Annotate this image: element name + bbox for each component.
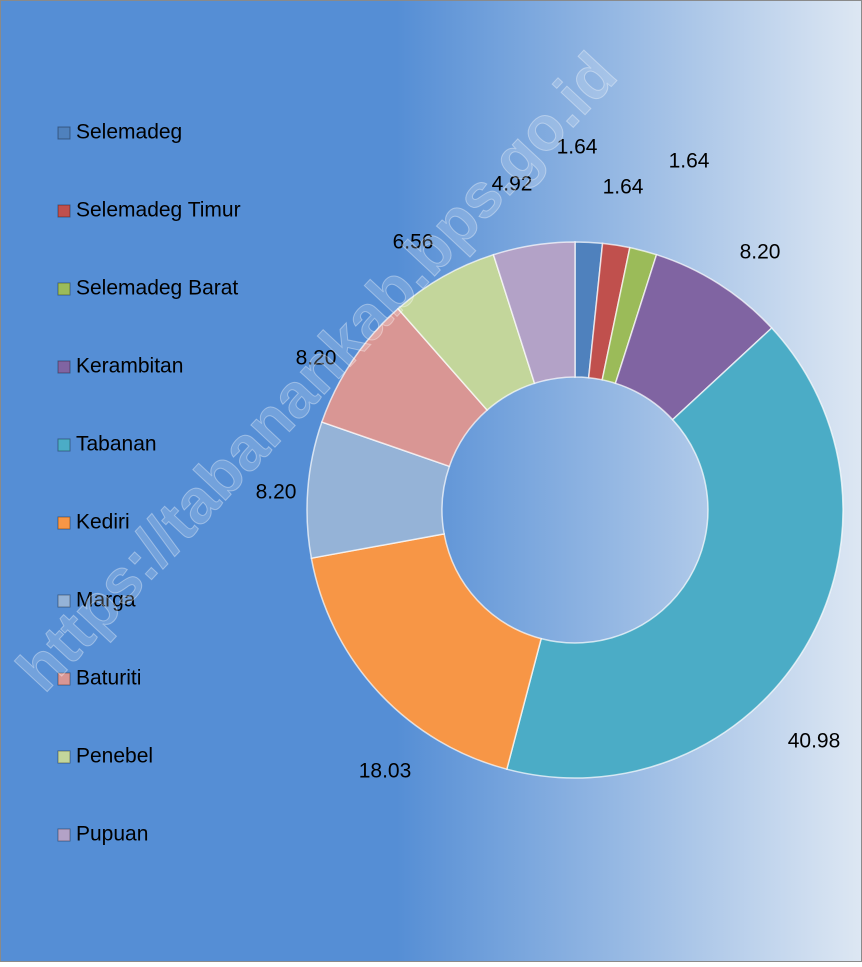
data-label: 4.92	[492, 173, 533, 196]
data-label: 18.03	[359, 760, 412, 783]
legend-label: Kerambitan	[76, 355, 183, 378]
donut	[306, 241, 844, 779]
data-label: 1.64	[669, 150, 710, 173]
legend-swatch	[57, 594, 71, 608]
donut-slice	[492, 241, 576, 385]
legend-swatch	[57, 672, 71, 686]
legend-label: Selemadeg	[76, 121, 182, 144]
data-label: 8.20	[256, 481, 297, 504]
legend-label: Pupuan	[76, 823, 148, 846]
legend-swatch	[57, 282, 71, 296]
legend-label: Selemadeg Barat	[76, 277, 238, 300]
donut-slice	[505, 326, 844, 779]
legend-label: Baturiti	[76, 667, 141, 690]
legend-label: Penebel	[76, 745, 153, 768]
data-label: 40.98	[788, 730, 841, 753]
donut-slice	[310, 533, 543, 771]
data-label: 8.20	[740, 241, 781, 264]
legend-label: Selemadeg Timur	[76, 199, 241, 222]
legend-swatch	[57, 828, 71, 842]
legend-swatch	[57, 750, 71, 764]
legend-swatch	[57, 516, 71, 530]
data-label: 8.20	[296, 347, 337, 370]
legend-swatch	[57, 360, 71, 374]
legend-label: Marga	[76, 589, 136, 612]
legend: Selemadeg Selemadeg Timur Selemadeg Barat K…	[57, 121, 241, 846]
legend-swatch	[57, 438, 71, 452]
data-label: 1.64	[603, 176, 644, 199]
legend-label: Tabanan	[76, 433, 157, 456]
legend-label: Kediri	[76, 511, 130, 534]
data-label: 1.64	[557, 136, 598, 159]
data-labels: 1.641.641.648.2040.9818.038.208.206.564.…	[256, 136, 841, 783]
legend-swatch	[57, 204, 71, 218]
data-label: 6.56	[393, 231, 434, 254]
legend-swatch	[57, 126, 71, 140]
